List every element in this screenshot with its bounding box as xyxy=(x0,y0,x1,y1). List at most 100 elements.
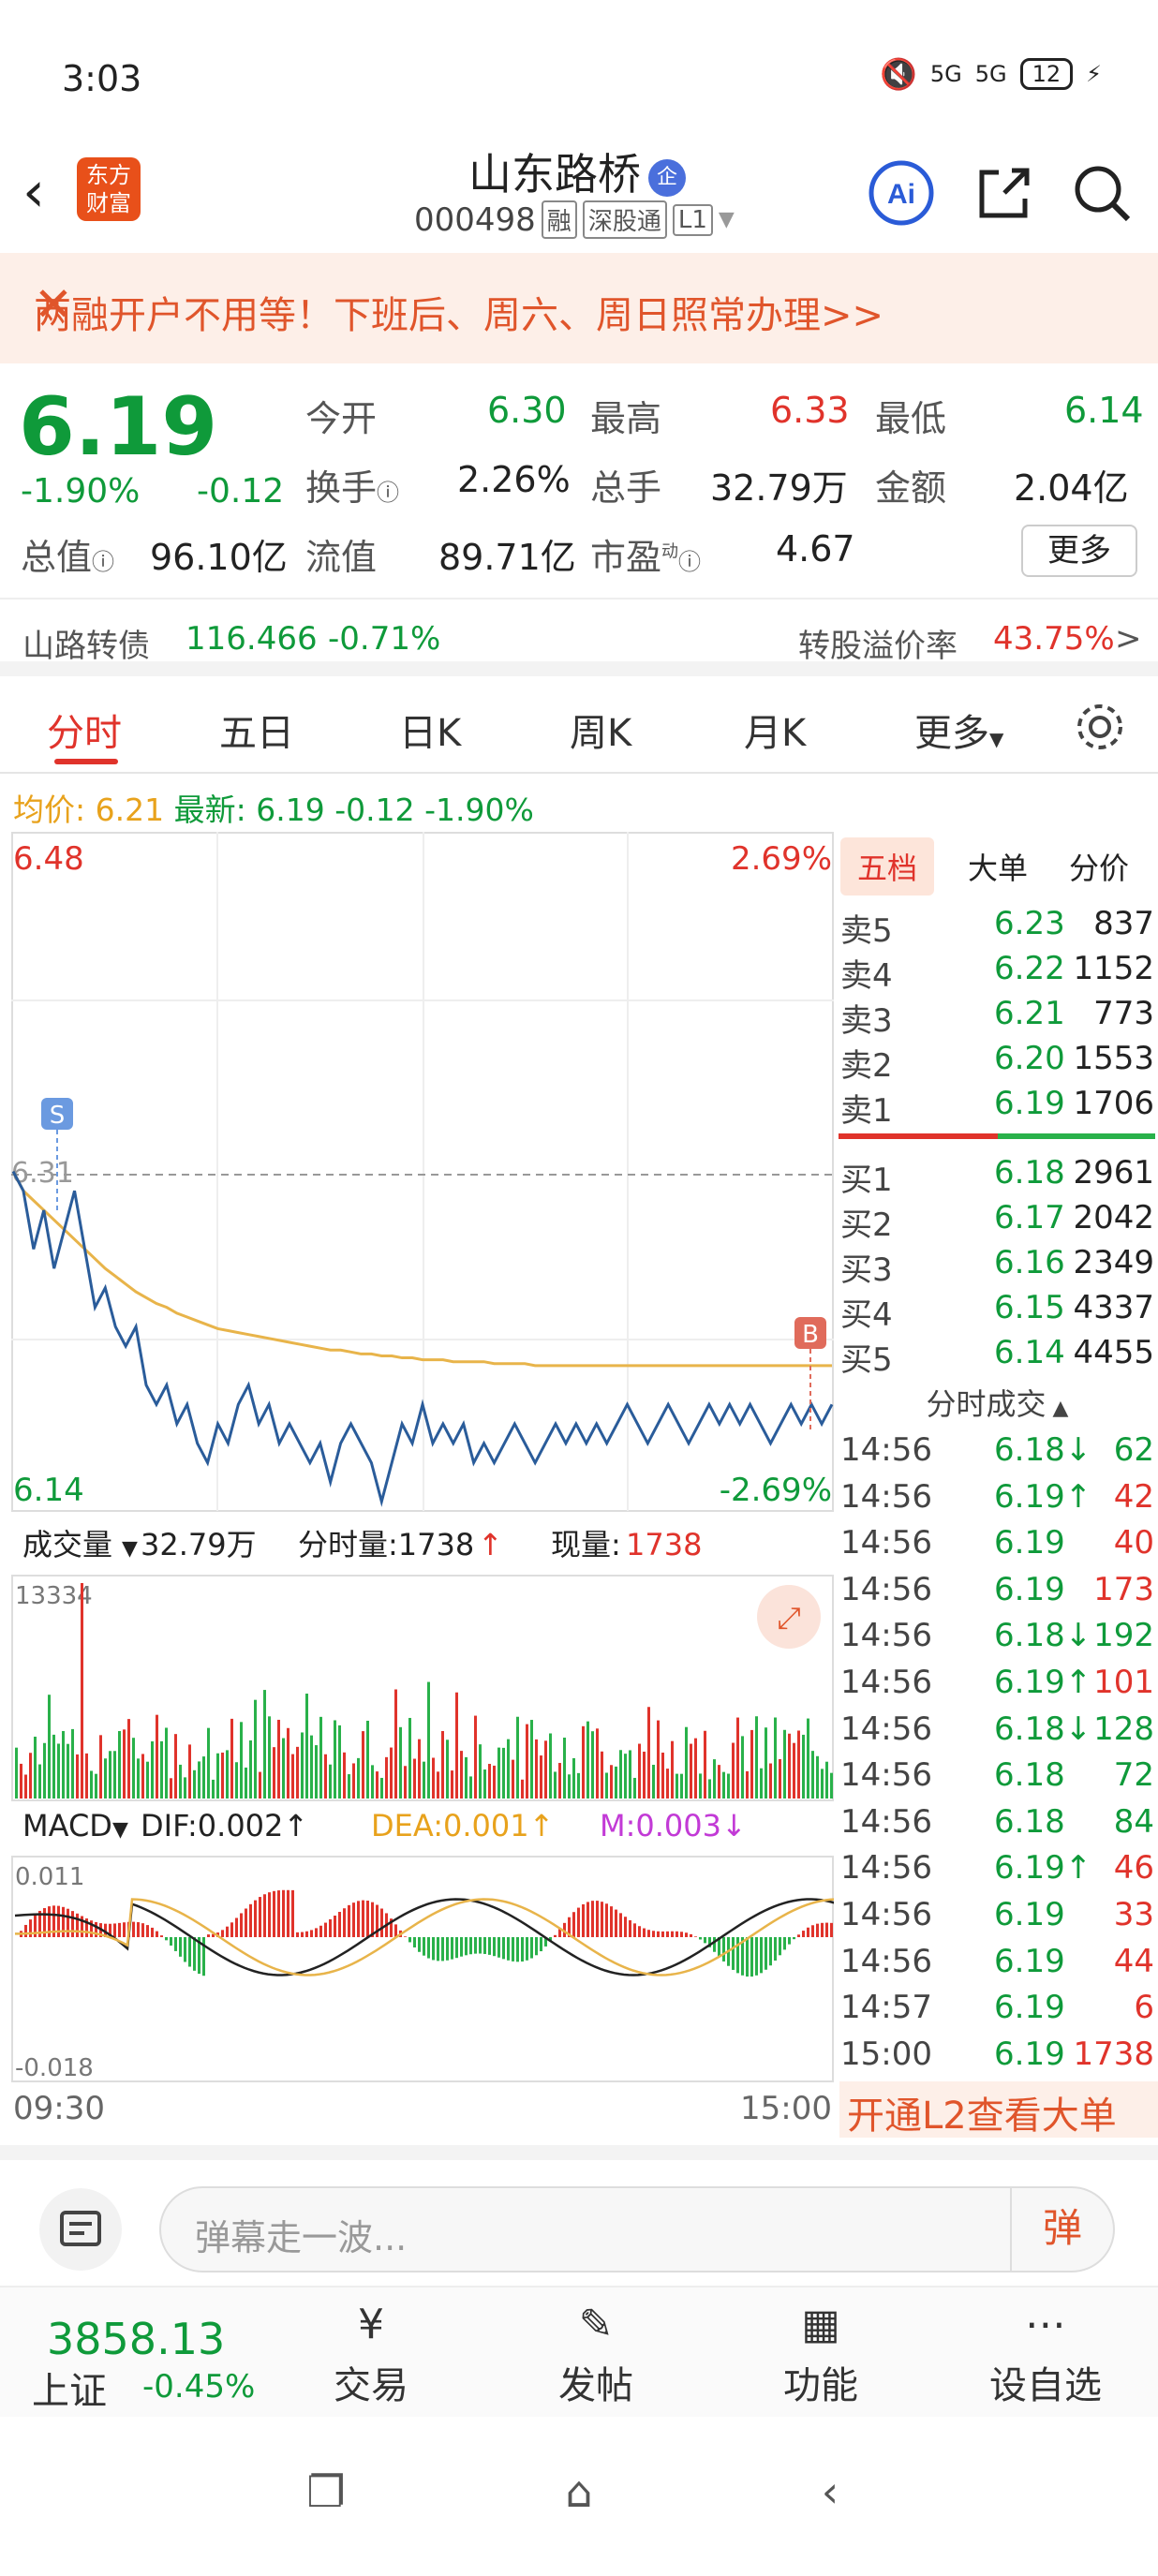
danmu-toggle-button[interactable]: 弹 xyxy=(1010,2186,1113,2273)
bid-row[interactable]: 买4 6.15 4337 xyxy=(837,1289,1158,1334)
change-amount: -0.12 xyxy=(197,472,285,511)
signal-icon-2: 5G xyxy=(974,61,1007,87)
macd-bar xyxy=(526,1937,528,1961)
close-icon[interactable]: ✕ xyxy=(34,277,73,332)
macd-bar xyxy=(563,1922,566,1937)
intraday-chart[interactable]: 6.31 6.48 2.69% 6.14 -2.69% S B 成交量 ▼ 32… xyxy=(11,832,836,2127)
volume-bar xyxy=(446,1740,449,1799)
volume-bar xyxy=(362,1731,364,1799)
expand-icon xyxy=(757,1585,821,1649)
back-nav-icon[interactable]: ‹ xyxy=(821,2466,839,2517)
volume-bar xyxy=(109,1751,111,1799)
convertible-bond-row[interactable]: 山路转债 116.466 -0.71% 转股溢价率 43.75% > xyxy=(0,598,1158,676)
share-icon[interactable] xyxy=(971,159,1038,227)
macd-bar xyxy=(572,1912,575,1937)
macd-bar xyxy=(732,1937,735,1970)
trade-button[interactable]: ¥ 交易 xyxy=(305,2295,437,2409)
bid-row[interactable]: 买1 6.18 2961 xyxy=(837,1154,1158,1199)
ask-row[interactable]: 卖3 6.21 773 xyxy=(837,995,1158,1040)
macd-bar xyxy=(376,1904,379,1937)
ask-row[interactable]: 卖5 6.23 837 xyxy=(837,905,1158,950)
volume-bar xyxy=(647,1707,650,1799)
ask-row[interactable]: 卖2 6.20 1553 xyxy=(837,1040,1158,1085)
macd-bar xyxy=(610,1906,613,1937)
tab-intraday[interactable]: 分时 xyxy=(47,712,122,755)
volume-bar xyxy=(661,1753,664,1799)
trade-price: 6.19↑ xyxy=(994,1849,1092,1888)
macd-bar xyxy=(390,1918,393,1937)
bond-change: -0.71% xyxy=(328,620,441,658)
turnover-label[interactable]: 换手ⓘ xyxy=(305,467,400,509)
macd-bar xyxy=(680,1932,683,1937)
macd-lines xyxy=(14,1898,836,1976)
index-widget[interactable]: 3858.13 上证 -0.45% xyxy=(13,2297,285,2413)
chart-svg: 6.31 6.48 2.69% 6.14 -2.69% S B 成交量 ▼ 32… xyxy=(11,832,836,2127)
pe-label[interactable]: 市盈动ⓘ xyxy=(590,537,702,578)
ask-row[interactable]: 卖1 6.19 1706 xyxy=(837,1085,1158,1130)
macd-bar xyxy=(151,1927,154,1937)
more-button[interactable]: 更多 xyxy=(1021,525,1137,577)
ask-row[interactable]: 卖4 6.22 1152 xyxy=(837,950,1158,995)
volume-bar xyxy=(394,1689,397,1799)
macd-bar xyxy=(601,1902,603,1937)
l2-upgrade-banner[interactable]: 开通L2查看大单 xyxy=(839,2081,1158,2138)
home-icon[interactable]: ⌂ xyxy=(565,2466,593,2517)
macd-bar xyxy=(57,1905,60,1937)
volume-bar xyxy=(629,1750,631,1799)
recent-apps-icon[interactable]: ❐ xyxy=(306,2466,346,2517)
macd-bar xyxy=(71,1911,74,1937)
post-button[interactable]: ✎ 发帖 xyxy=(530,2295,661,2409)
volume-bar xyxy=(301,1732,304,1799)
promo-banner[interactable]: 两融开户不用等！下班后、周六、周日照常办理>> ✕ xyxy=(0,253,1158,363)
trade-time: 14:57 xyxy=(840,1989,932,2027)
tab-5day[interactable]: 五日 xyxy=(219,712,294,755)
macd-bar xyxy=(249,1903,252,1937)
tab-level5[interactable]: 五档 xyxy=(840,837,935,896)
bid-price: 6.16 xyxy=(994,1244,1065,1281)
tab-more[interactable]: 更多▼ xyxy=(914,712,1004,755)
volume-bar xyxy=(310,1735,313,1799)
gear-icon[interactable] xyxy=(1074,701,1126,753)
open-label: 今开 xyxy=(305,398,378,439)
back-icon[interactable]: ‹ xyxy=(22,159,45,225)
volume-bar xyxy=(57,1743,60,1799)
macd-bar xyxy=(774,1937,777,1961)
tab-monthly[interactable]: 月K xyxy=(744,712,807,755)
volume-bar xyxy=(399,1726,402,1799)
mktcap-label[interactable]: 总值ⓘ xyxy=(21,537,115,578)
tab-daily[interactable]: 日K xyxy=(399,712,462,755)
macd-bar xyxy=(535,1937,538,1956)
app-logo[interactable]: 东方 财富 xyxy=(77,157,141,221)
ask-label: 卖3 xyxy=(840,1002,893,1040)
macd-bar xyxy=(221,1930,224,1937)
comment-list-icon[interactable] xyxy=(37,2186,124,2273)
tick-volume: 分时量:1738 xyxy=(298,1527,474,1562)
macd-bar xyxy=(357,1901,360,1937)
stock-code-row[interactable]: 000498 融 深股通 L1 ▼ xyxy=(414,200,735,239)
danmu-input[interactable]: 弹幕走一波... 弹 xyxy=(159,2186,1115,2273)
trade-row: 14:56 6.19↑ 46 xyxy=(837,1849,1158,1894)
bid-row[interactable]: 买5 6.14 4455 xyxy=(837,1334,1158,1379)
sell-marker xyxy=(41,1098,73,1130)
ai-icon[interactable]: Ai xyxy=(868,159,935,227)
volume-label: 成交量 xyxy=(22,1527,112,1562)
tab-weekly[interactable]: 周K xyxy=(570,712,632,755)
macd-bar xyxy=(165,1937,168,1941)
volume-bar xyxy=(671,1740,674,1799)
bid-bar xyxy=(998,1133,1155,1139)
tab-big-orders[interactable]: 大单 xyxy=(968,851,1029,886)
macd-bar xyxy=(179,1937,182,1957)
trade-time: 14:56 xyxy=(840,1477,932,1516)
volume-bar xyxy=(474,1715,477,1799)
bid-row[interactable]: 买2 6.17 2042 xyxy=(837,1199,1158,1244)
tab-price-dist[interactable]: 分价 xyxy=(1069,851,1130,886)
volume-bars xyxy=(15,1583,833,1799)
bid-row[interactable]: 买3 6.16 2349 xyxy=(837,1244,1158,1289)
volume-bar xyxy=(530,1720,533,1799)
vol-max-label: 13334 xyxy=(15,1582,93,1610)
search-icon[interactable] xyxy=(1068,159,1136,227)
function-button[interactable]: ▦ 功能 xyxy=(755,2295,886,2409)
trades-title[interactable]: 分时成交 ▲ xyxy=(926,1386,1069,1422)
add-watchlist-button[interactable]: ⋯ 设自选 xyxy=(980,2295,1111,2409)
volume-bar xyxy=(90,1770,93,1799)
